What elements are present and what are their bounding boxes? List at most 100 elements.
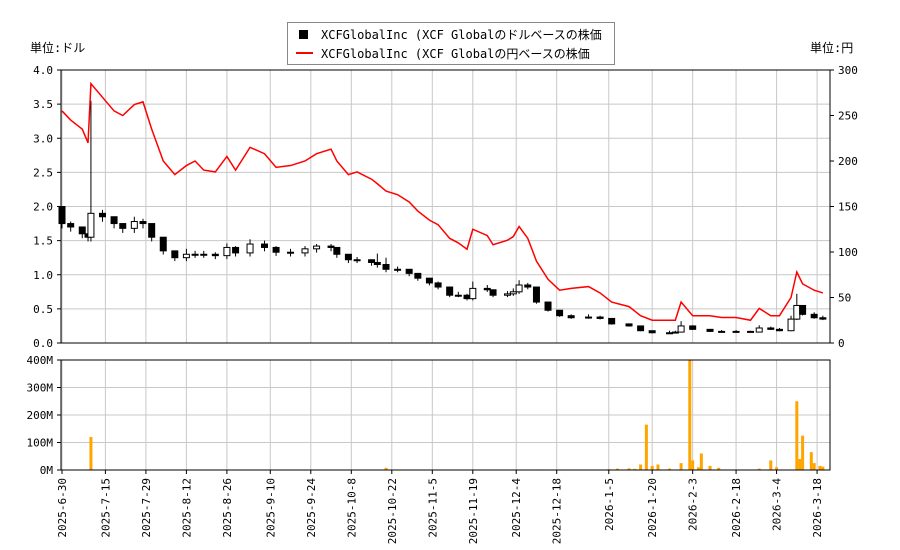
candle-body (793, 304, 801, 320)
candle-body (732, 330, 740, 333)
candle-body (819, 317, 827, 320)
volume-bar (708, 465, 712, 470)
candle-body (261, 243, 269, 248)
right-y-tick-label: 250 (838, 110, 858, 123)
volume-bar (818, 465, 822, 470)
candle-body (272, 246, 280, 253)
candle-body (87, 212, 95, 238)
candle-body (775, 328, 783, 332)
candle-body (67, 223, 75, 228)
candle-body (191, 253, 199, 256)
candle-body (246, 243, 254, 254)
volume-bar (801, 435, 805, 470)
candle-body (327, 245, 335, 248)
candle-body (515, 284, 523, 293)
candle-body (301, 248, 309, 254)
x-tick-label: 2026-3-18 (811, 478, 824, 538)
volume-bar (633, 468, 637, 470)
x-tick-label: 2025-10-22 (386, 478, 399, 544)
volume-y-tick-label: 400M (27, 354, 54, 367)
volume-bar (644, 424, 648, 470)
x-tick-label: 2026-2-18 (730, 478, 743, 538)
x-tick-label: 2026-1-5 (603, 478, 616, 531)
x-tick-label: 2026-1-20 (646, 478, 659, 538)
candle-body (567, 315, 575, 319)
volume-bar (812, 463, 816, 470)
volume-bar (656, 464, 660, 470)
candle-body (608, 317, 616, 325)
candle-body (425, 277, 433, 284)
right-y-tick-label: 150 (838, 201, 858, 214)
volume-bar (809, 452, 813, 470)
x-tick-label: 2025-12-18 (551, 478, 564, 544)
left-y-tick-label: 2.0 (33, 201, 53, 214)
volume-bar (688, 360, 692, 470)
volume-bar (769, 460, 773, 470)
price-plot-frame (60, 69, 831, 344)
candle-body (625, 323, 633, 327)
candle-body (469, 287, 477, 300)
volume-bar (795, 401, 799, 470)
x-tick-label: 2025-7-29 (140, 478, 153, 538)
volume-bar (691, 460, 695, 470)
candle-body (139, 221, 147, 225)
right-y-tick-label: 50 (838, 292, 851, 305)
volume-plot-frame (60, 359, 831, 471)
candle-body (718, 330, 726, 333)
candle-body (130, 221, 138, 229)
volume-bar (679, 463, 683, 470)
right-unit-label: 単位:円 (810, 41, 854, 55)
candle-body (509, 291, 517, 295)
left-y-tick-label: 0.0 (33, 337, 53, 350)
legend-item-usd: XCFGlobalInc (XCF Globalのドルベースの株価 (296, 25, 602, 43)
volume-y-tick-label: 100M (27, 437, 54, 450)
x-tick-label: 2025-8-12 (180, 478, 193, 538)
right-y-tick-label: 300 (838, 64, 858, 77)
volume-bar (650, 465, 654, 470)
volume-y-tick-label: 0M (40, 464, 54, 477)
right-y-tick-label: 200 (838, 155, 858, 168)
candle-body (532, 286, 540, 303)
left-y-tick-label: 3.0 (33, 132, 53, 145)
x-tick-label: 2026-2-3 (687, 478, 700, 531)
x-tick-label: 2025-10-8 (345, 478, 358, 538)
left-y-tick-label: 1.5 (33, 235, 53, 248)
volume-bar (696, 467, 700, 470)
candle-body (232, 246, 240, 254)
candle-body (353, 259, 361, 262)
x-tick-label: 2025-12-4 (510, 478, 523, 538)
candle-body (637, 325, 645, 332)
candle-body (556, 309, 564, 317)
x-tick-label: 2025-9-10 (264, 478, 277, 538)
candle-body (148, 223, 156, 238)
candle-body (414, 272, 422, 279)
candle-body (333, 246, 341, 255)
candle-body (689, 325, 697, 330)
candle-body (382, 264, 390, 270)
candle-body (159, 236, 167, 252)
x-tick-label: 2025-7-15 (99, 478, 112, 538)
volume-bar (668, 468, 672, 470)
candle-body (344, 253, 352, 261)
candle-body (787, 318, 795, 332)
x-tick-label: 2025-6-30 (56, 478, 69, 538)
candle-body (799, 304, 807, 315)
volume-bar (717, 467, 721, 470)
candle-body (58, 206, 66, 225)
candle-body (223, 246, 231, 257)
legend-item-jpy: XCFGlobalInc (XCF Globalの円ベースの株価 (296, 44, 590, 62)
x-tick-label: 2025-8-26 (221, 478, 234, 538)
jpy-price-line (61, 81, 824, 322)
candle-body (747, 330, 755, 333)
volume-bar (384, 467, 388, 470)
legend-swatch-jpy (296, 52, 313, 54)
candle-body (99, 212, 107, 218)
legend-label-usd: XCFGlobalInc (XCF Globalのドルベースの株価 (321, 27, 602, 42)
candle-body (78, 226, 86, 235)
candle-body (483, 287, 491, 291)
candle-body (677, 325, 685, 333)
candle-body (504, 293, 512, 296)
candle-body (110, 216, 118, 225)
candle-body (211, 253, 219, 257)
